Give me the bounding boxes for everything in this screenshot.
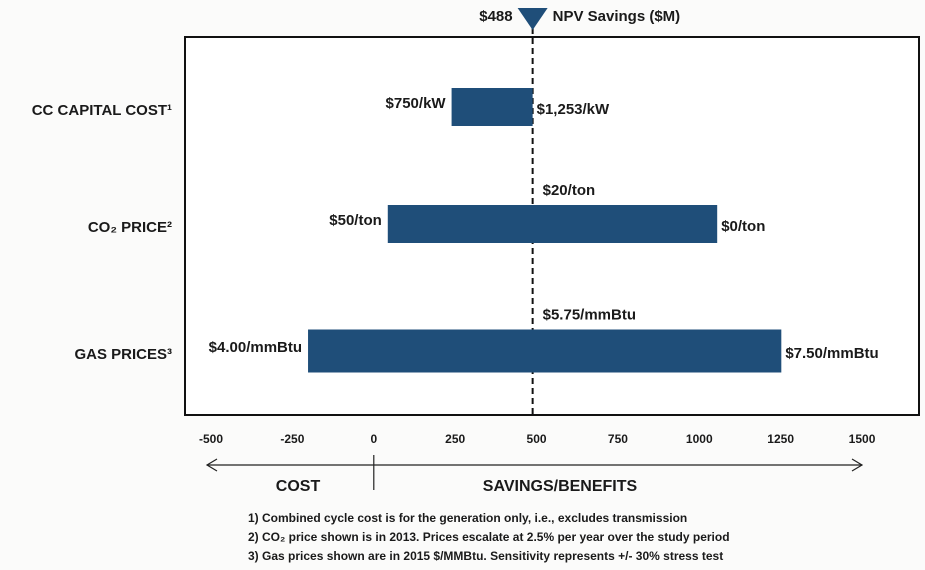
bar — [387, 205, 718, 243]
x-tick-label: 1250 — [767, 432, 794, 446]
footnote: 3) Gas prices shown are in 2015 $/MMBtu.… — [248, 549, 723, 563]
x-tick-label: 1000 — [686, 432, 713, 446]
category-label: GAS PRICES³ — [74, 346, 172, 363]
base-title: NPV Savings ($M) — [553, 8, 681, 25]
x-tick-label: 500 — [527, 432, 547, 446]
bar — [451, 88, 533, 126]
x-tick-label: 1500 — [849, 432, 876, 446]
cost-label: COST — [276, 478, 321, 495]
low-label: $750/kW — [386, 95, 447, 112]
base-label: $488 — [479, 8, 512, 25]
base-marker — [517, 8, 548, 30]
base-value-label: $20/ton — [543, 182, 596, 199]
base-value-label: $5.75/mmBtu — [543, 306, 636, 323]
footnote: 1) Combined cycle cost is for the genera… — [248, 511, 687, 525]
high-label: $0/ton — [721, 218, 765, 235]
high-label: $7.50/mmBtu — [785, 345, 878, 362]
high-label: $1,253/kW — [537, 101, 610, 118]
x-tick-label: 0 — [370, 432, 377, 446]
footnote: 2) CO₂ price shown is in 2013. Prices es… — [248, 530, 730, 544]
category-label: CO₂ PRICE² — [88, 219, 172, 236]
category-label: CC CAPITAL COST¹ — [32, 102, 172, 119]
arrow-heads — [205, 458, 864, 472]
benefit-label: SAVINGS/BENEFITS — [483, 478, 638, 495]
x-tick-label: -250 — [280, 432, 304, 446]
bar — [308, 329, 782, 373]
x-tick-label: 250 — [445, 432, 465, 446]
low-label: $50/ton — [329, 212, 382, 229]
x-tick-label: -500 — [199, 432, 223, 446]
low-label: $4.00/mmBtu — [209, 339, 302, 356]
x-tick-label: 750 — [608, 432, 628, 446]
